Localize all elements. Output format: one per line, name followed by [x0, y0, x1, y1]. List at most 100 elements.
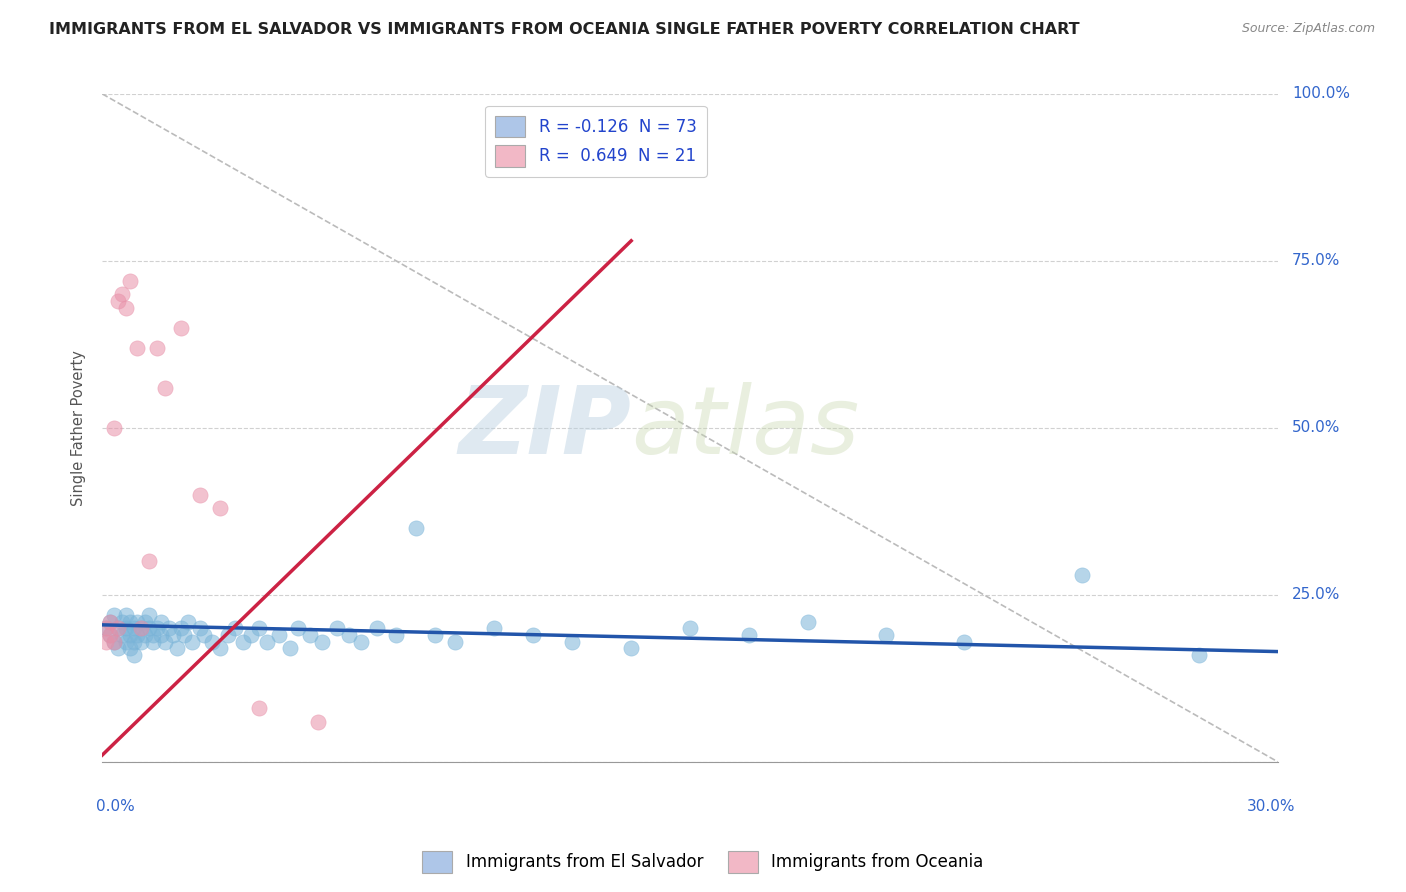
Point: [173, 628, 195, 642]
Point: [298, 628, 321, 642]
Point: [561, 634, 583, 648]
Point: [127, 615, 149, 629]
Point: [103, 607, 125, 622]
Legend: R = -0.126  N = 73, R =  0.649  N = 21: R = -0.126 N = 73, R = 0.649 N = 21: [485, 105, 707, 177]
Point: [98, 615, 121, 629]
Point: [153, 634, 176, 648]
Point: [337, 628, 360, 642]
Point: [103, 634, 125, 648]
Point: [166, 641, 188, 656]
Point: [142, 628, 165, 642]
Text: 30.0%: 30.0%: [1247, 798, 1295, 814]
Point: [103, 421, 125, 435]
Point: [94, 634, 117, 648]
Point: [287, 621, 309, 635]
Point: [138, 554, 160, 568]
Point: [150, 628, 173, 642]
Point: [146, 341, 169, 355]
Point: [169, 621, 191, 635]
Point: [114, 301, 136, 315]
Point: [247, 621, 270, 635]
Point: [444, 634, 467, 648]
Point: [217, 628, 239, 642]
Point: [162, 628, 184, 642]
Point: [247, 701, 270, 715]
Point: [157, 621, 180, 635]
Text: 75.0%: 75.0%: [1292, 253, 1340, 268]
Point: [679, 621, 702, 635]
Point: [208, 500, 231, 515]
Text: atlas: atlas: [631, 383, 859, 474]
Point: [405, 521, 427, 535]
Point: [208, 641, 231, 656]
Point: [385, 628, 408, 642]
Point: [122, 648, 145, 662]
Point: [138, 621, 160, 635]
Point: [103, 634, 125, 648]
Point: [98, 615, 121, 629]
Point: [131, 621, 153, 635]
Text: ZIP: ZIP: [458, 382, 631, 474]
Point: [153, 381, 176, 395]
Point: [107, 293, 129, 308]
Point: [193, 628, 215, 642]
Text: 0.0%: 0.0%: [97, 798, 135, 814]
Text: 25.0%: 25.0%: [1292, 587, 1340, 602]
Point: [118, 274, 141, 288]
Point: [142, 634, 165, 648]
Point: [875, 628, 897, 642]
Point: [326, 621, 349, 635]
Point: [150, 615, 173, 629]
Point: [366, 621, 388, 635]
Point: [114, 607, 136, 622]
Point: [114, 634, 136, 648]
Point: [278, 641, 301, 656]
Point: [188, 621, 211, 635]
Point: [350, 634, 373, 648]
Point: [146, 621, 169, 635]
Point: [188, 488, 211, 502]
Point: [224, 621, 246, 635]
Point: [111, 628, 134, 642]
Point: [131, 621, 153, 635]
Point: [94, 621, 117, 635]
Point: [127, 341, 149, 355]
Point: [738, 628, 761, 642]
Point: [98, 628, 121, 642]
Point: [796, 615, 818, 629]
Point: [169, 320, 191, 334]
Point: [256, 634, 278, 648]
Text: 100.0%: 100.0%: [1292, 87, 1350, 102]
Point: [118, 615, 141, 629]
Point: [122, 621, 145, 635]
Point: [94, 621, 117, 635]
Point: [620, 641, 643, 656]
Point: [114, 621, 136, 635]
Text: 50.0%: 50.0%: [1292, 420, 1340, 435]
Point: [122, 634, 145, 648]
Point: [522, 628, 544, 642]
Point: [201, 634, 224, 648]
Point: [138, 607, 160, 622]
Text: IMMIGRANTS FROM EL SALVADOR VS IMMIGRANTS FROM OCEANIA SINGLE FATHER POVERTY COR: IMMIGRANTS FROM EL SALVADOR VS IMMIGRANT…: [49, 22, 1080, 37]
Point: [307, 714, 329, 729]
Point: [425, 628, 447, 642]
Point: [1070, 567, 1092, 582]
Point: [953, 634, 976, 648]
Point: [134, 615, 156, 629]
Y-axis label: Single Father Poverty: Single Father Poverty: [72, 350, 86, 506]
Text: Source: ZipAtlas.com: Source: ZipAtlas.com: [1241, 22, 1375, 36]
Point: [240, 628, 263, 642]
Point: [311, 634, 333, 648]
Point: [118, 628, 141, 642]
Legend: Immigrants from El Salvador, Immigrants from Oceania: Immigrants from El Salvador, Immigrants …: [416, 845, 990, 880]
Point: [232, 634, 254, 648]
Point: [134, 628, 156, 642]
Point: [111, 287, 134, 301]
Point: [482, 621, 505, 635]
Point: [1188, 648, 1211, 662]
Point: [98, 628, 121, 642]
Point: [127, 628, 149, 642]
Point: [107, 641, 129, 656]
Point: [177, 615, 200, 629]
